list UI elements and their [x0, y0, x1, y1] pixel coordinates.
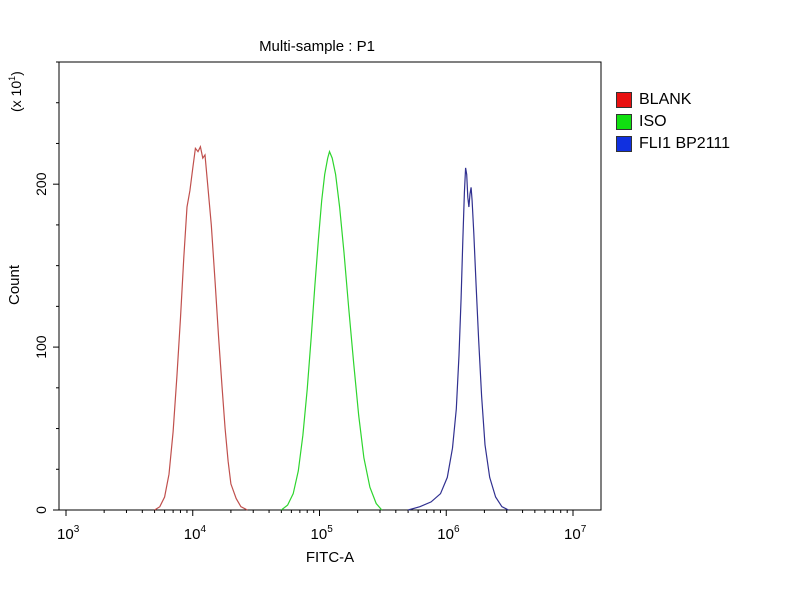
legend-item-iso: ISO: [616, 111, 730, 133]
y-tick-label: 200: [33, 172, 49, 196]
legend-item-fli1: FLI1 BP2111: [616, 133, 730, 155]
plot-frame: [58, 61, 602, 511]
legend-swatch-blank: [616, 92, 632, 108]
legend: BLANK ISO FLI1 BP2111: [616, 89, 730, 155]
y-tick-label: 100: [33, 335, 49, 359]
y-axis-multiplier-suffix: ): [8, 71, 24, 76]
x-tick-label: 106: [437, 524, 460, 543]
legend-label-blank: BLANK: [639, 91, 692, 108]
x-tick-label: 105: [311, 524, 334, 543]
x-tick-label: 107: [564, 524, 587, 543]
legend-swatch-fli1: [616, 136, 632, 152]
series-line-1: [280, 149, 383, 511]
legend-swatch-iso: [616, 114, 632, 130]
x-axis-ticks: 103 104 105 106 107: [57, 510, 587, 543]
x-tick-label: 103: [57, 524, 80, 543]
chart-title: Multi-sample : P1: [259, 38, 375, 55]
y-axis-ticks: 0 100 200: [33, 61, 59, 514]
y-tick-label: 0: [33, 506, 49, 514]
legend-label-fli1: FLI1 BP2111: [639, 135, 731, 152]
y-axis-multiplier: (x 101): [7, 71, 24, 112]
series-line-2: [407, 167, 509, 511]
x-axis-label: FITC-A: [306, 549, 354, 566]
y-axis-multiplier-exponent: 1: [7, 76, 17, 81]
series-line-0: [154, 144, 248, 511]
y-axis-label: Count: [6, 264, 23, 305]
y-axis-multiplier-prefix: (x 10: [8, 81, 24, 112]
x-tick-label: 104: [184, 524, 207, 543]
legend-label-iso: ISO: [639, 113, 667, 130]
legend-item-blank: BLANK: [616, 89, 730, 111]
histogram-series: [154, 144, 509, 511]
